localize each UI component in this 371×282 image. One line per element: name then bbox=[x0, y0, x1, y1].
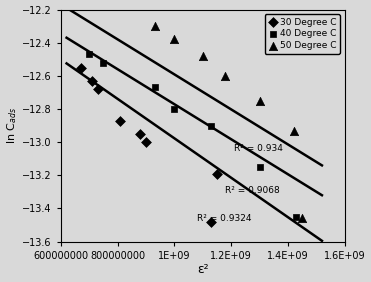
50 Degree C bbox=[257, 98, 263, 103]
Text: R² = 0.934: R² = 0.934 bbox=[234, 144, 283, 153]
30 Degree C bbox=[214, 171, 220, 176]
40 Degree C bbox=[293, 215, 299, 219]
Legend: 30 Degree C, 40 Degree C, 50 Degree C: 30 Degree C, 40 Degree C, 50 Degree C bbox=[265, 14, 340, 54]
30 Degree C bbox=[208, 219, 214, 224]
40 Degree C bbox=[257, 165, 263, 169]
50 Degree C bbox=[200, 54, 206, 58]
Text: R² = 0.9068: R² = 0.9068 bbox=[226, 186, 280, 195]
40 Degree C bbox=[208, 123, 214, 128]
40 Degree C bbox=[171, 107, 177, 111]
50 Degree C bbox=[223, 74, 229, 78]
30 Degree C bbox=[89, 79, 95, 83]
Text: R² = 0.9324: R² = 0.9324 bbox=[197, 214, 252, 223]
30 Degree C bbox=[95, 87, 101, 91]
50 Degree C bbox=[299, 216, 305, 221]
30 Degree C bbox=[143, 140, 149, 144]
30 Degree C bbox=[78, 65, 84, 70]
50 Degree C bbox=[152, 24, 158, 28]
50 Degree C bbox=[171, 37, 177, 42]
40 Degree C bbox=[152, 85, 158, 90]
Y-axis label: ln C$_{ads}$: ln C$_{ads}$ bbox=[6, 107, 19, 144]
30 Degree C bbox=[118, 118, 124, 123]
40 Degree C bbox=[101, 60, 106, 65]
X-axis label: ε²: ε² bbox=[197, 263, 209, 276]
50 Degree C bbox=[290, 128, 296, 133]
40 Degree C bbox=[86, 52, 92, 57]
30 Degree C bbox=[137, 132, 143, 136]
